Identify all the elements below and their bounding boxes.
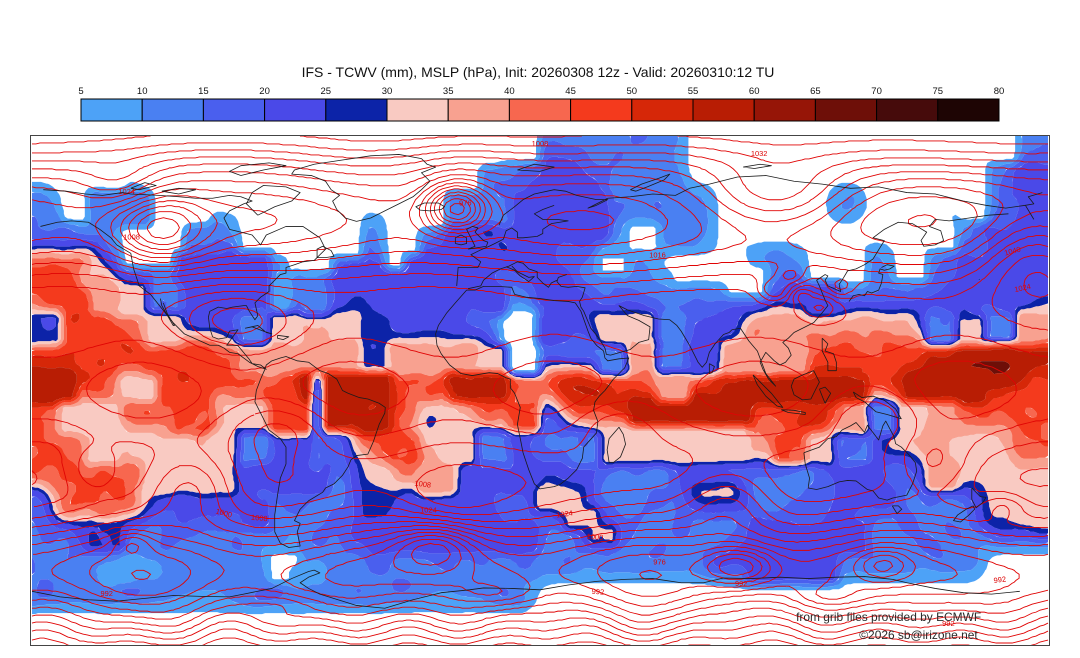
svg-text:50: 50 [627, 86, 638, 97]
svg-text:992: 992 [591, 587, 604, 597]
svg-text:992: 992 [993, 574, 1007, 585]
svg-text:15: 15 [198, 86, 209, 97]
svg-text:1016: 1016 [649, 251, 666, 260]
svg-text:1024: 1024 [420, 506, 437, 515]
svg-text:30: 30 [382, 86, 393, 97]
svg-text:55: 55 [688, 86, 699, 97]
svg-text:40: 40 [504, 86, 515, 97]
svg-text:20: 20 [259, 86, 270, 97]
svg-text:35: 35 [443, 86, 454, 97]
svg-text:1000: 1000 [215, 507, 233, 520]
svg-text:976: 976 [459, 199, 471, 208]
svg-text:1000: 1000 [586, 532, 603, 542]
svg-text:992: 992 [942, 619, 954, 628]
svg-text:1040: 1040 [1003, 245, 1021, 258]
svg-text:992: 992 [735, 579, 747, 588]
svg-text:©2026 sb@irizone.net: ©2026 sb@irizone.net [859, 628, 978, 642]
svg-text:1008: 1008 [251, 513, 268, 523]
svg-text:45: 45 [565, 86, 576, 97]
svg-text:65: 65 [810, 86, 821, 97]
svg-text:75: 75 [933, 86, 944, 97]
svg-text:1024: 1024 [556, 508, 574, 519]
svg-text:1008: 1008 [532, 139, 549, 148]
svg-text:25: 25 [321, 86, 332, 97]
svg-text:10: 10 [137, 86, 148, 97]
svg-text:60: 60 [749, 86, 760, 97]
svg-text:5: 5 [78, 86, 83, 97]
svg-text:1008: 1008 [414, 479, 432, 490]
svg-text:992: 992 [100, 589, 112, 598]
svg-text:from grib files provided by EC: from grib files provided by ECMWF [796, 610, 981, 624]
svg-text:976: 976 [653, 557, 665, 566]
svg-text:1024: 1024 [118, 187, 135, 196]
svg-text:80: 80 [994, 86, 1005, 97]
svg-text:1032: 1032 [751, 149, 768, 158]
svg-text:70: 70 [871, 86, 882, 97]
svg-text:1024: 1024 [1014, 282, 1032, 294]
svg-text:1008: 1008 [123, 233, 140, 242]
